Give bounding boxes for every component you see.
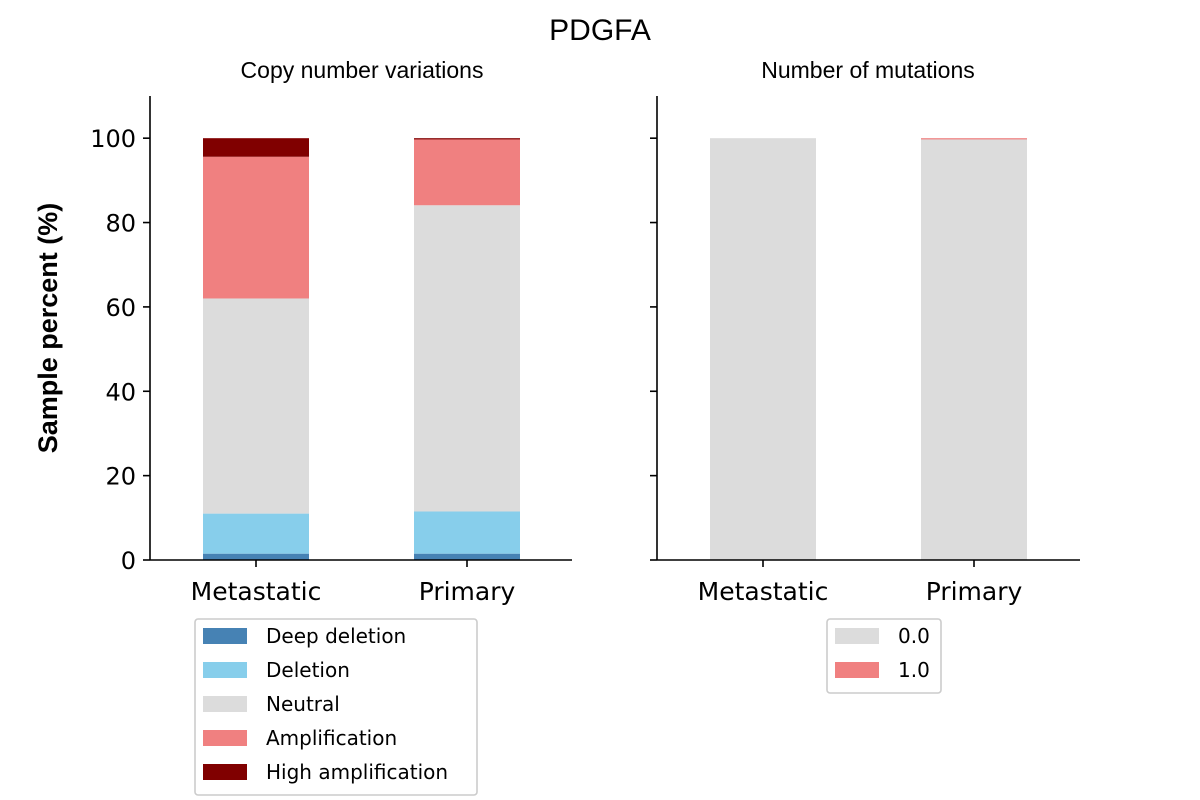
legend-swatch [203,730,247,746]
legend-swatch [203,764,247,780]
y-tick-label: 60 [105,294,136,322]
axes: Metastatic Primary [650,96,1080,606]
y-tick-label: 20 [105,463,136,491]
legend-label: Amplification [266,726,397,750]
bar-segment [203,553,309,560]
legend-label: Deletion [266,658,350,682]
panel-title: Copy number variations [241,57,484,83]
legend-label: High amplification [266,760,448,784]
y-tick-label: 40 [105,378,136,406]
figure-title: PDGFA [549,14,651,47]
x-tick-label: Metastatic [698,577,829,606]
x-tick-label: Primary [926,577,1023,606]
bars [203,138,520,560]
bar-segment [921,138,1027,140]
legend-label: Neutral [266,692,340,716]
x-tick-label: Primary [419,577,516,606]
bar-segment [203,298,309,514]
bar-segment [921,139,1027,560]
legend-swatch [835,662,879,678]
legend-swatch [203,628,247,644]
legend-swatch [835,628,879,644]
legend-label: Deep deletion [266,624,406,648]
legend: 0.01.0 [826,618,942,694]
y-tick-label: 80 [105,210,136,238]
x-tick-label: Metastatic [191,577,322,606]
bar-segment [203,156,309,299]
bar-segment [414,553,520,560]
legend-frame [194,618,478,796]
legend-label: 0.0 [898,624,930,648]
bar-segment [414,139,520,206]
bar-segment [414,511,520,554]
mutations-panel: Number of mutations Metastatic Primary 0.… [650,57,1080,694]
bar-segment [414,138,520,140]
panel-title: Number of mutations [761,57,974,83]
bars [710,138,1027,560]
legend-swatch [203,662,247,678]
legend-swatch [203,696,247,712]
y-tick-label: 0 [121,547,136,575]
copy-number-panel: Copy number variations 0 20 40 60 80 100 Metas… [90,57,572,796]
legend-label: 1.0 [898,658,930,682]
y-axis-label: Sample percent (%) [33,203,63,454]
y-tick-label: 100 [90,125,136,153]
bar-segment [710,138,816,560]
legend: Deep deletion Deletion Neutral Amplificatio… [194,618,478,796]
axes: 0 20 40 60 80 100 Metastatic Primary [90,96,572,606]
bar-segment [414,205,520,512]
bar-segment [203,138,309,157]
bar-segment [203,513,309,554]
